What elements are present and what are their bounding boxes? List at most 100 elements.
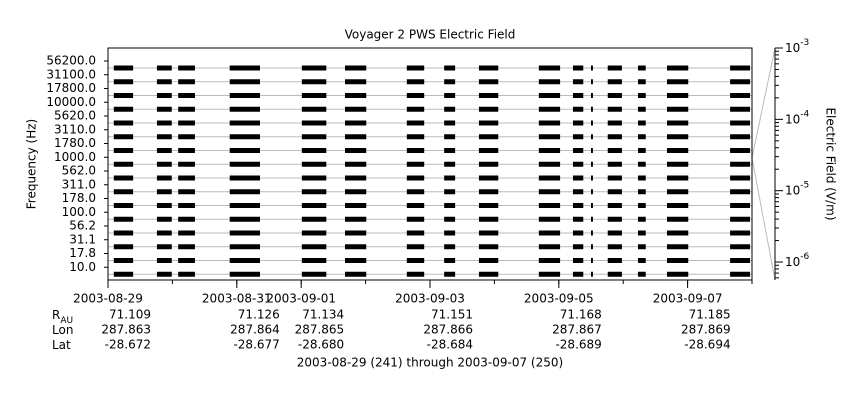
ephemeris-label: Lat <box>52 338 71 352</box>
y2-tick-base: 10 <box>785 41 800 55</box>
data-segment <box>178 134 195 140</box>
data-segment <box>229 216 260 222</box>
data-segment <box>572 106 584 112</box>
data-segment <box>444 216 456 222</box>
data-segment <box>638 134 646 140</box>
data-segment <box>478 93 499 98</box>
ephemeris-label-text: Lon <box>52 323 73 337</box>
data-segment <box>344 134 367 140</box>
data-segment <box>113 93 134 98</box>
data-segment <box>113 134 134 140</box>
data-segment <box>113 175 134 181</box>
data-segment <box>156 93 172 98</box>
ephemeris-value: -28.672 <box>105 338 151 352</box>
data-segment <box>156 175 172 181</box>
data-segment <box>478 271 499 277</box>
data-segment <box>113 203 134 208</box>
data-segment <box>730 134 751 140</box>
data-segment <box>301 106 327 112</box>
data-segment <box>178 189 195 195</box>
y2-axis-label: Electric Field (V/m) <box>824 107 838 220</box>
x-axis-label: 2003-08-29 (241) through 2003-09-07 (250… <box>297 356 563 370</box>
data-segment <box>478 230 499 236</box>
data-segment <box>178 230 195 236</box>
data-segment <box>478 148 499 153</box>
data-segment <box>591 216 593 222</box>
data-segment <box>344 79 367 85</box>
y2-tick-base: 10 <box>785 183 800 197</box>
data-segment <box>156 120 172 126</box>
data-segment <box>478 189 499 195</box>
data-segment <box>591 175 593 181</box>
y-tick-label: 31100.0 <box>46 67 96 81</box>
data-segment <box>229 175 260 181</box>
data-segment <box>638 93 646 98</box>
data-segment <box>638 258 646 263</box>
data-segment <box>301 203 327 208</box>
data-segment <box>538 93 561 98</box>
data-segment <box>444 161 456 167</box>
data-segment <box>638 175 646 181</box>
data-segment <box>591 230 593 236</box>
data-segment <box>156 79 172 85</box>
data-segment <box>178 106 195 112</box>
data-segment <box>607 106 622 112</box>
data-segment <box>478 161 499 167</box>
data-segment <box>591 244 593 250</box>
data-segment <box>730 106 751 112</box>
data-segment <box>607 79 622 85</box>
data-segment <box>406 79 425 85</box>
data-segment <box>607 161 622 167</box>
data-segment <box>444 79 456 85</box>
ephemeris-value: 287.869 <box>681 323 731 337</box>
data-segment <box>572 230 584 236</box>
data-segment <box>156 106 172 112</box>
data-segment <box>156 148 172 153</box>
data-segment <box>444 244 456 250</box>
data-segment <box>301 216 327 222</box>
colorbar-link <box>751 157 776 281</box>
data-segment <box>444 175 456 181</box>
data-segment <box>666 65 689 71</box>
ephemeris-value: 71.134 <box>302 308 344 322</box>
data-segment <box>538 106 561 112</box>
data-segment <box>538 258 561 263</box>
data-segment <box>178 120 195 126</box>
data-segment <box>178 175 195 181</box>
data-segment <box>538 244 561 250</box>
data-segment <box>113 120 134 126</box>
data-segment <box>572 175 584 181</box>
data-segment <box>666 148 689 153</box>
x-tick-label: 2003-09-07 <box>653 292 723 306</box>
ephemeris-label: Lon <box>52 323 73 337</box>
data-segment <box>730 203 751 208</box>
data-segment <box>229 203 260 208</box>
data-segment <box>591 120 593 126</box>
data-segment <box>730 271 751 277</box>
data-segment <box>178 271 195 277</box>
data-segment <box>666 161 689 167</box>
chart-title: Voyager 2 PWS Electric Field <box>345 28 516 42</box>
data-segment <box>301 271 327 277</box>
ephemeris-value: -28.694 <box>684 338 730 352</box>
data-segment <box>113 65 134 71</box>
data-segment <box>607 175 622 181</box>
data-segment <box>178 161 195 167</box>
data-segment <box>538 134 561 140</box>
y-tick-label: 178.0 <box>62 191 96 205</box>
data-segment <box>229 148 260 153</box>
data-segment <box>478 120 499 126</box>
data-segment <box>591 189 593 195</box>
y-tick-label: 17.8 <box>69 246 96 260</box>
data-segment <box>591 93 593 98</box>
data-segment <box>406 258 425 263</box>
data-segment <box>572 161 584 167</box>
data-segment <box>538 79 561 85</box>
data-segment <box>444 203 456 208</box>
data-segment <box>638 120 646 126</box>
y2-tick-base: 10 <box>785 255 800 269</box>
data-segment <box>344 148 367 153</box>
data-segment <box>730 244 751 250</box>
data-segment <box>229 258 260 263</box>
